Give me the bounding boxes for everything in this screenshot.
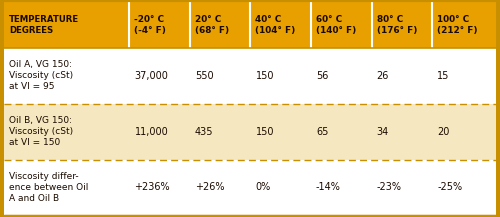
Text: 0%: 0% <box>256 182 270 192</box>
Text: TEMPERATURE
DEGREES: TEMPERATURE DEGREES <box>9 15 79 35</box>
Text: 435: 435 <box>195 127 214 136</box>
Text: 11,000: 11,000 <box>134 127 168 136</box>
Bar <box>4 159 496 215</box>
Text: -25%: -25% <box>437 182 462 192</box>
Text: 150: 150 <box>256 71 274 81</box>
Text: 550: 550 <box>195 71 214 81</box>
Text: 100° C
(212° F): 100° C (212° F) <box>437 15 478 35</box>
Text: 65: 65 <box>316 127 328 136</box>
Text: 56: 56 <box>316 71 328 81</box>
Bar <box>130 2 190 48</box>
Text: +236%: +236% <box>134 182 170 192</box>
Text: 26: 26 <box>376 71 389 81</box>
Bar <box>4 48 496 104</box>
Bar <box>4 104 496 159</box>
Text: +26%: +26% <box>195 182 224 192</box>
Bar <box>190 2 250 48</box>
Text: 60° C
(140° F): 60° C (140° F) <box>316 15 356 35</box>
Text: 34: 34 <box>376 127 389 136</box>
Bar <box>250 2 311 48</box>
Bar <box>432 2 496 48</box>
Text: Oil A, VG 150:
Viscosity (cSt)
at VI = 95: Oil A, VG 150: Viscosity (cSt) at VI = 9… <box>9 60 73 91</box>
Text: -23%: -23% <box>376 182 402 192</box>
Text: Viscosity differ-
ence between Oil
A and Oil B: Viscosity differ- ence between Oil A and… <box>9 172 88 203</box>
Text: 15: 15 <box>437 71 450 81</box>
Bar <box>311 2 372 48</box>
Bar <box>4 2 130 48</box>
Text: 37,000: 37,000 <box>134 71 168 81</box>
Text: 20° C
(68° F): 20° C (68° F) <box>195 15 229 35</box>
Text: 20: 20 <box>437 127 450 136</box>
Text: 150: 150 <box>256 127 274 136</box>
Text: 80° C
(176° F): 80° C (176° F) <box>376 15 417 35</box>
Text: -14%: -14% <box>316 182 341 192</box>
Text: 40° C
(104° F): 40° C (104° F) <box>256 15 296 35</box>
Text: Oil B, VG 150:
Viscosity (cSt)
at VI = 150: Oil B, VG 150: Viscosity (cSt) at VI = 1… <box>9 116 73 147</box>
Bar <box>372 2 432 48</box>
Text: -20° C
(-4° F): -20° C (-4° F) <box>134 15 166 35</box>
